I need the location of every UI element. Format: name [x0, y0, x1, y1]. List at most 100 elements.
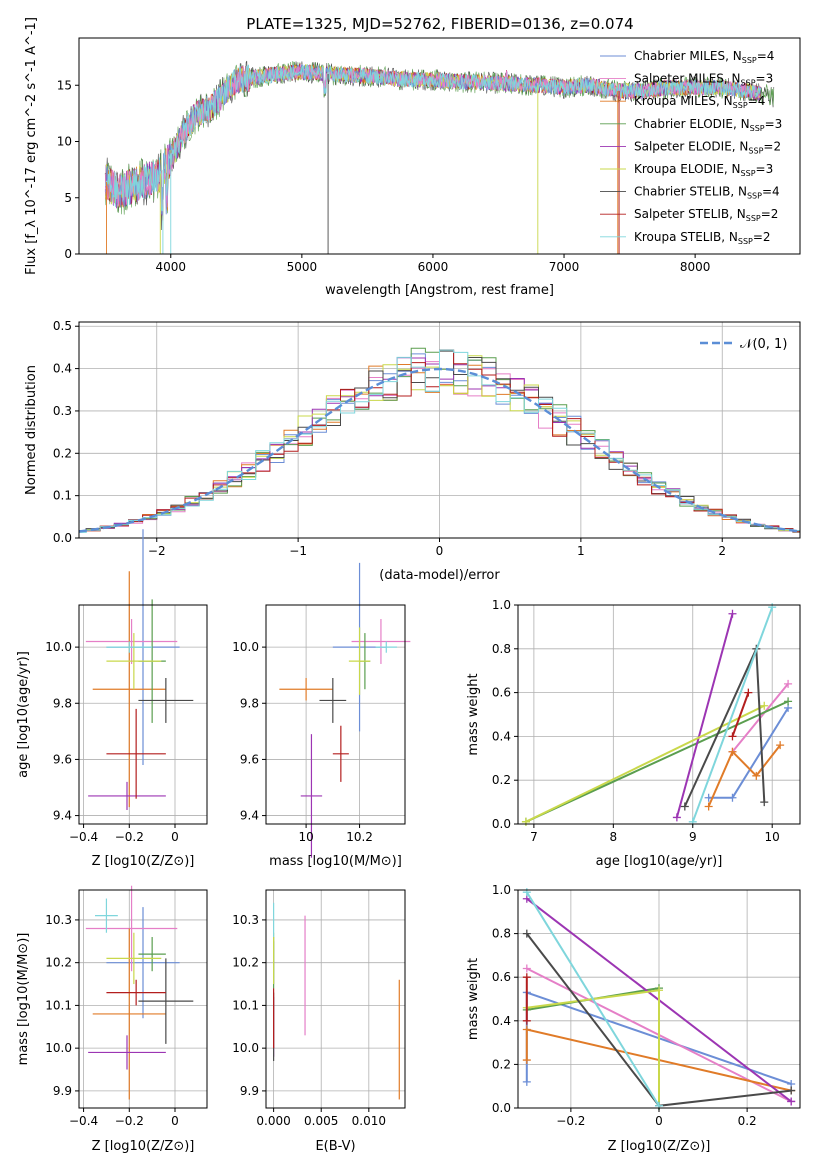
y-axis-label: mass weight: [466, 958, 481, 1040]
weight-point-marker: [704, 793, 713, 802]
x-tick-label: 7: [530, 830, 538, 844]
x-axis-label: wavelength [Angstrom, rest frame]: [325, 283, 554, 298]
y-tick-label: 0.8: [492, 927, 511, 941]
y-tick-label: 0.8: [492, 642, 511, 656]
legend-label-subscript: SSP: [741, 169, 756, 178]
axes-frame: [78, 889, 208, 1109]
y-tick-label: 10.3: [45, 913, 72, 927]
x-tick-label: 10: [298, 830, 313, 844]
legend-label-subscript: SSP: [733, 101, 748, 110]
weight-series-line: [708, 707, 789, 799]
x-tick-label: 0.2: [738, 1114, 757, 1128]
x-tick-label: −0.2: [115, 830, 144, 844]
mass-vs-ebv-panel: 0.000 0.005 0.010 9.9 10.0 10.1 10.2 10.3 E(B-V): [232, 889, 406, 1154]
weight-point-marker: [744, 688, 753, 697]
axes-frame: [78, 604, 208, 825]
weight-point-marker: [522, 964, 531, 973]
x-tick-label: 0.000: [256, 1114, 290, 1128]
weight-point-marker: [704, 802, 713, 811]
legend-label-subscript: SSP: [741, 79, 756, 88]
legend-label-value: =2: [763, 139, 781, 153]
y-tick-label: 15: [57, 78, 72, 92]
x-tick-label: 2: [718, 544, 726, 558]
y-tick-label: 10: [57, 135, 72, 149]
y-axis-label: Flux [f_λ 10^-17 erg cm^-2 s^-1 A^-1]: [24, 17, 39, 275]
weight-point-marker: [522, 1056, 531, 1065]
legend-label-value: =3: [756, 72, 774, 86]
y-tick-label: 0.2: [492, 1057, 511, 1071]
weight-point-marker: [522, 929, 531, 938]
x-tick-label: 0: [436, 544, 444, 558]
y-tick-label: 5: [64, 191, 72, 205]
weight-point-marker: [787, 1097, 796, 1106]
legend-label-value: =3: [765, 117, 783, 131]
residual-panel: −2 −1 0 1 2 0.0 0.1 0.2 0.3 0.4 0.5 (data-model)/er…: [24, 319, 801, 583]
y-tick-label: 9.8: [53, 696, 72, 710]
legend-label-value: =2: [753, 230, 771, 244]
y-tick-label: 0: [64, 247, 72, 261]
x-tick-label: 7000: [549, 260, 580, 274]
x-tick-label: −0.4: [69, 1114, 98, 1128]
x-axis-label: E(B-V): [315, 1139, 355, 1154]
y-tick-label: 10.2: [45, 956, 72, 970]
y-axis-label: mass [log10(M/M⊙)]: [16, 933, 31, 1066]
x-tick-label: 0: [171, 830, 179, 844]
weight-point-marker: [768, 603, 777, 612]
weight-series-line: [707, 744, 781, 807]
y-tick-label: 0.6: [492, 686, 511, 700]
y-tick-label: 9.6: [240, 752, 259, 766]
weight-series-line: [525, 891, 660, 1107]
legend-label-subscript: SSP: [747, 192, 762, 201]
y-tick-label: 0.4: [492, 1014, 511, 1028]
weight-point-marker: [760, 798, 769, 807]
x-tick-label: 0: [655, 1114, 663, 1128]
y-tick-label: 0.6: [492, 970, 511, 984]
y-axis-label: mass weight: [466, 673, 481, 755]
legend-label: Kroupa ELODIE, NSSP=3: [634, 162, 773, 178]
weight-point-marker: [784, 697, 793, 706]
weight-point-marker: [521, 817, 530, 826]
legend-label: Kroupa STELIB, NSSP=2: [634, 230, 771, 246]
weight-point-marker: [522, 1077, 531, 1086]
y-tick-label: 0.4: [492, 729, 511, 743]
x-tick-label: 10.2: [346, 830, 373, 844]
y-tick-label: 10.0: [45, 1041, 72, 1055]
x-tick-label: 6000: [418, 260, 449, 274]
y-tick-label: 9.6: [53, 752, 72, 766]
weight-series-line: [525, 704, 765, 823]
x-tick-label: 8: [610, 830, 618, 844]
legend-label-subscript: SSP: [746, 214, 761, 223]
y-tick-label: 0.0: [492, 817, 511, 831]
legend-label: Kroupa MILES, NSSP=4: [634, 94, 765, 110]
weight-vs-age-panel: 7 8 9 10 0.0 0.2 0.4 0.6 0.8 1.0 age [log10(age/yr…: [466, 598, 801, 869]
legend-label-value: =2: [761, 207, 779, 221]
y-tick-label: 0.3: [53, 404, 72, 418]
y-tick-label: 10.0: [45, 640, 72, 654]
legend-label: Salpeter ELODIE, NSSP=2: [634, 139, 781, 155]
weight-point-marker: [728, 609, 737, 618]
weight-series-line: [731, 692, 750, 737]
y-tick-label: 9.9: [53, 1084, 72, 1098]
y-tick-label: 0.4: [53, 362, 72, 376]
weight-point-marker: [760, 701, 769, 710]
x-tick-label: 0.005: [304, 1114, 338, 1128]
age-vs-Z-panel: −0.4 −0.2 0 9.4 9.6 9.8 10.0 Z [log10(Z/Z⊙)] age…: [16, 529, 208, 869]
x-tick-label: −0.2: [556, 1114, 585, 1128]
spectrum-series-line: [105, 64, 761, 212]
age-vs-mass-panel: 10 10.2 9.4 9.6 9.8 10.0 mass [log10(M/M⊙)]: [232, 562, 411, 869]
axes-frame: [517, 604, 801, 825]
x-axis-label: age [log10(age/yr)]: [596, 854, 723, 869]
weight-point-marker: [672, 813, 681, 822]
weight-series-line: [525, 700, 789, 823]
legend-label: Chabrier STELIB, NSSP=4: [634, 185, 780, 201]
y-tick-label: 10.0: [232, 1041, 259, 1055]
x-axis-label: (data-model)/error: [379, 568, 500, 583]
axes-frame: [265, 889, 406, 1109]
x-tick-label: −0.4: [69, 830, 98, 844]
y-tick-label: 0.1: [53, 489, 72, 503]
weight-series-line: [691, 606, 774, 823]
figure-title: PLATE=1325, MJD=52762, FIBERID=0136, z=0…: [246, 15, 633, 33]
normal-curve-line: [79, 367, 800, 533]
